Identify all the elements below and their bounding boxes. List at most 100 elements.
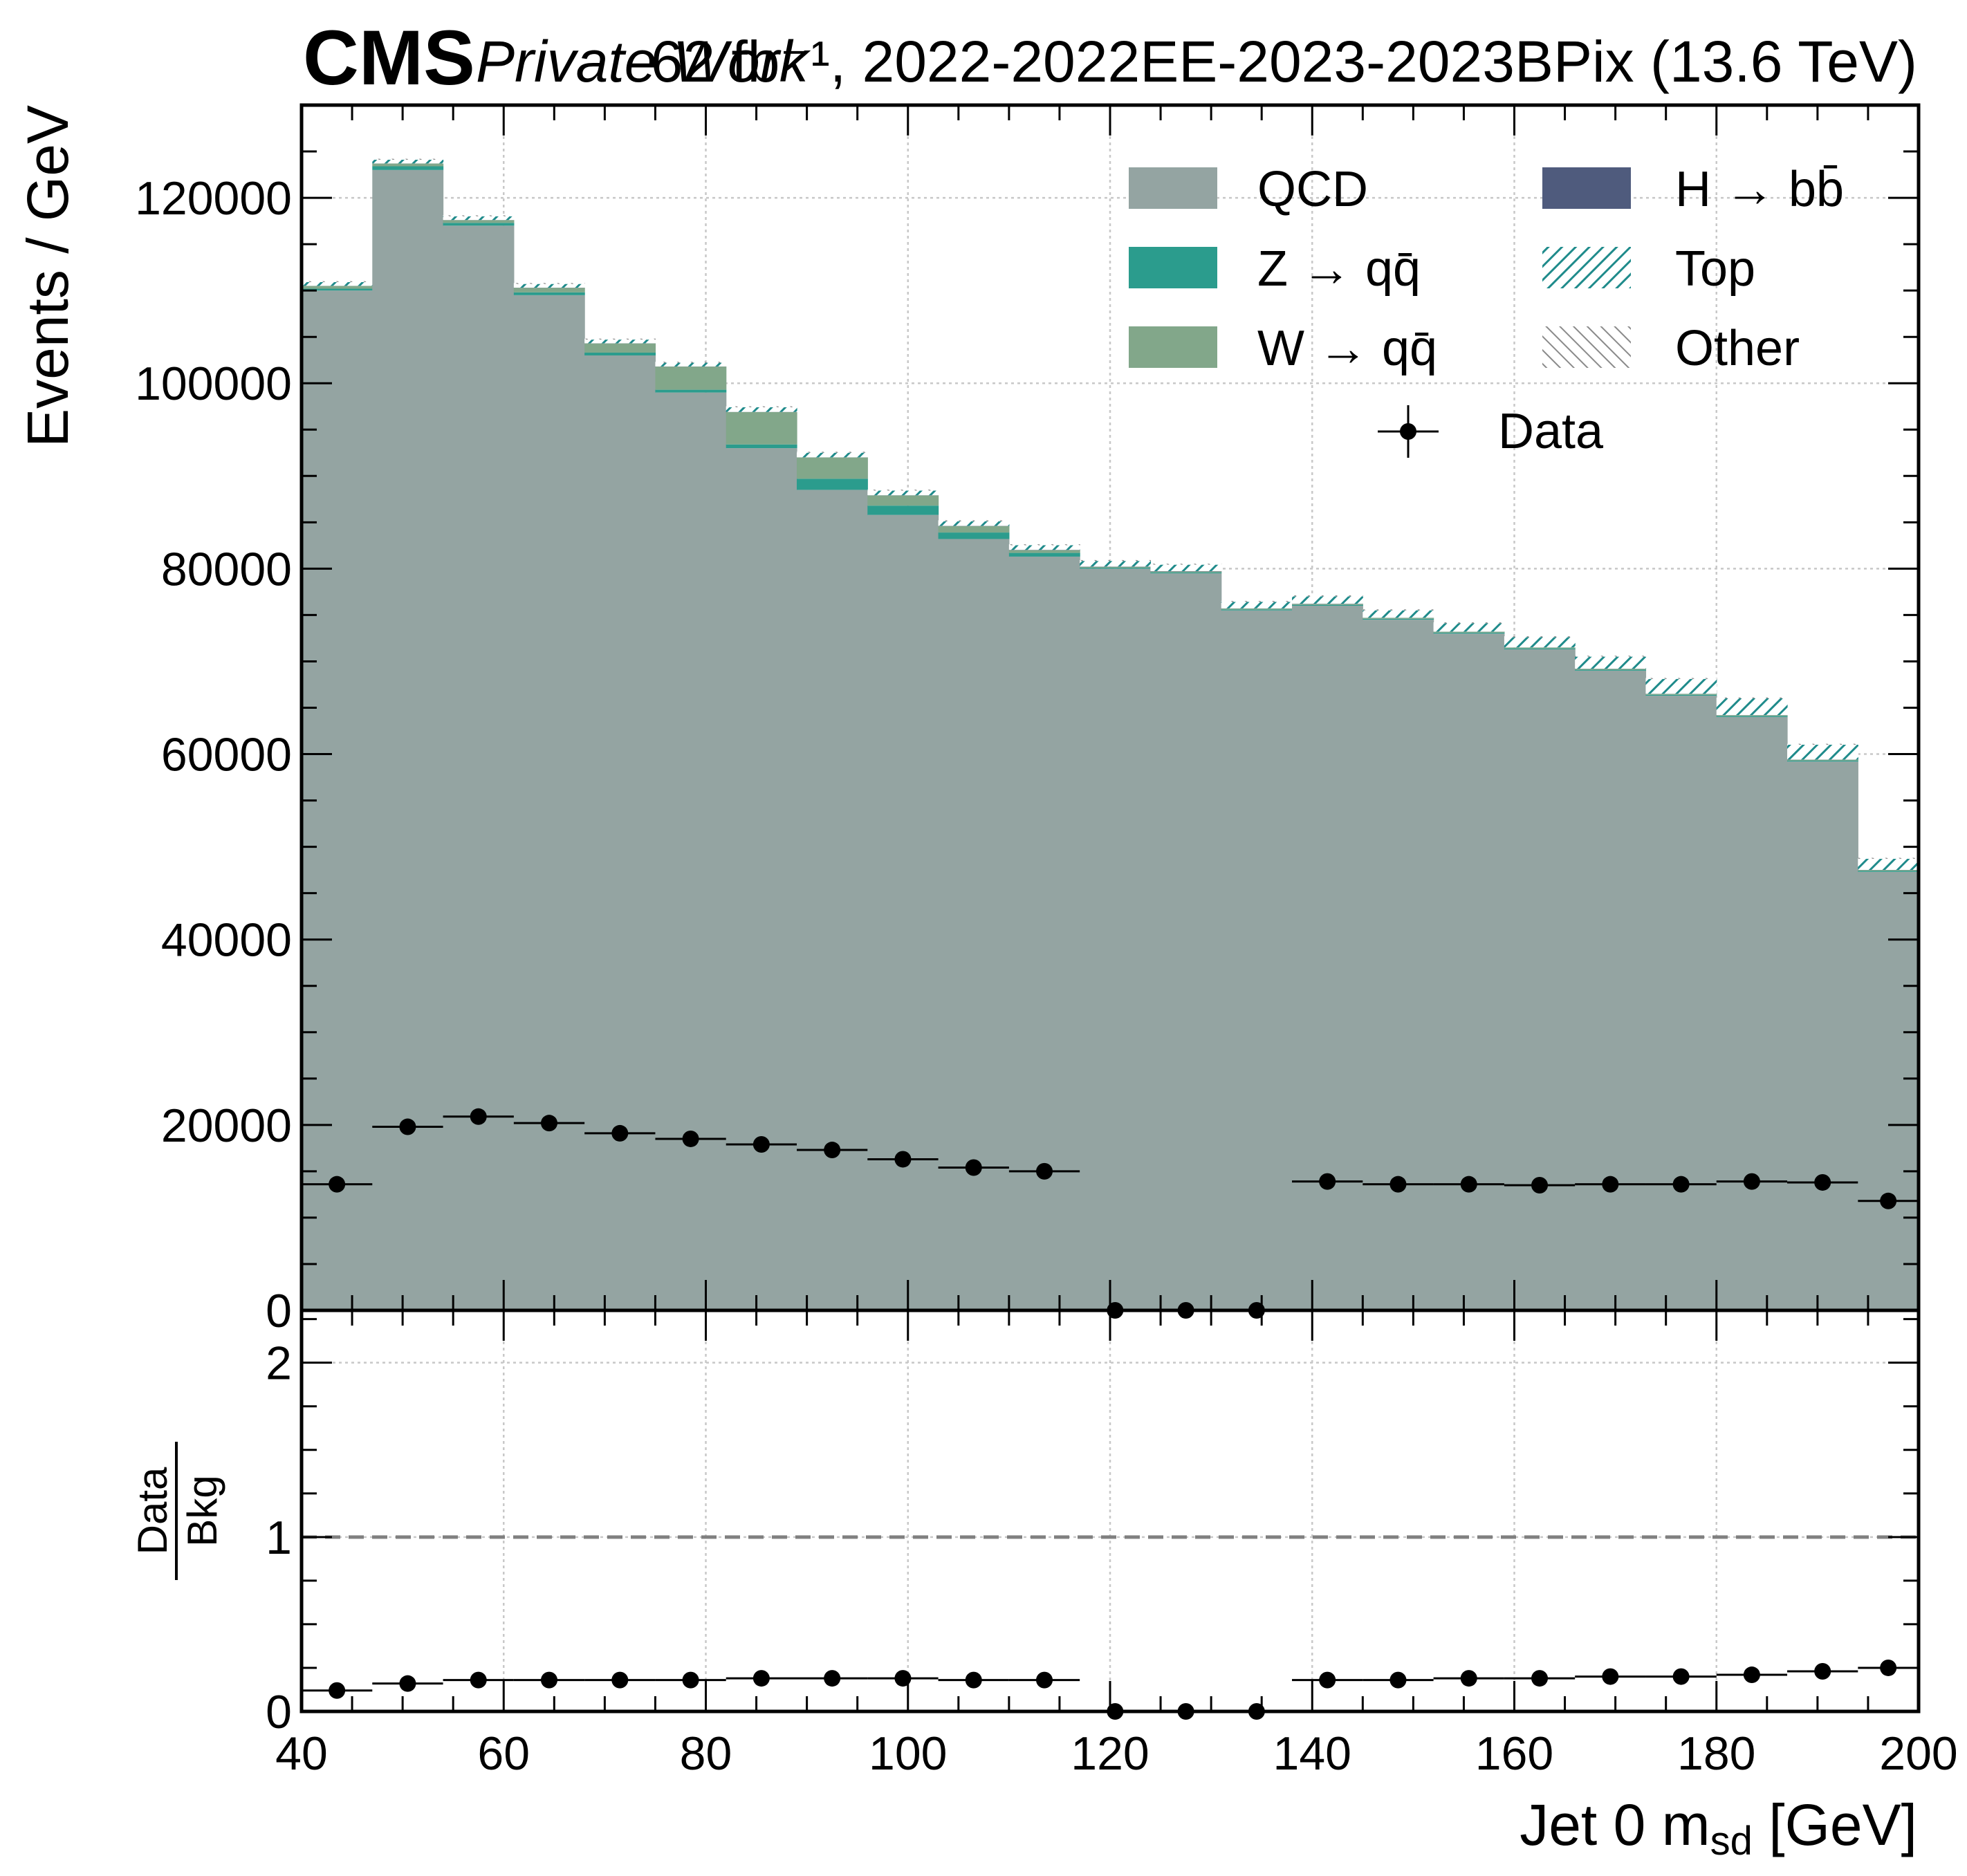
wqq-bar bbox=[1150, 571, 1222, 573]
x-tick-label: 140 bbox=[1273, 1727, 1351, 1780]
wqq-bar bbox=[797, 457, 868, 479]
qcd-bar bbox=[584, 355, 656, 1310]
legend-label-hbb: H → bb̄ bbox=[1675, 162, 1844, 217]
zqq-bar bbox=[655, 389, 727, 393]
top-bar bbox=[1787, 744, 1858, 760]
legend-label-qcd: QCD bbox=[1257, 162, 1368, 217]
legend-label-wqq: W → qq̄ bbox=[1257, 321, 1437, 376]
ratio-y-axis-title: Data Bkg bbox=[129, 1442, 225, 1580]
ratio-point bbox=[752, 1670, 770, 1687]
wqq-bar bbox=[867, 495, 939, 506]
qcd-bar bbox=[867, 514, 939, 1310]
wqq-bar bbox=[1008, 550, 1080, 553]
zqq-bar bbox=[726, 444, 797, 449]
ratio-point bbox=[329, 1682, 346, 1699]
zqq-bar bbox=[584, 352, 656, 356]
cms-label: CMS bbox=[303, 15, 475, 101]
wqq-bar bbox=[1716, 715, 1788, 716]
data-point bbox=[611, 1124, 629, 1142]
ratio-point bbox=[965, 1671, 982, 1689]
legend-swatch-other bbox=[1542, 326, 1631, 368]
wqq-bar bbox=[1080, 566, 1152, 568]
y-axis-title: Events / GeV bbox=[15, 105, 80, 447]
qcd-bar bbox=[1150, 573, 1222, 1310]
other-bar bbox=[1292, 595, 1363, 597]
wqq-bar bbox=[443, 220, 515, 223]
ratio-y-denominator: Bkg bbox=[179, 1475, 225, 1546]
main-y-tick-label: 100000 bbox=[135, 357, 292, 410]
zqq-bar bbox=[1008, 552, 1080, 557]
other-bar bbox=[584, 338, 656, 340]
data-point bbox=[752, 1136, 770, 1153]
qcd-bar bbox=[1716, 716, 1788, 1310]
ratio-point bbox=[1036, 1671, 1053, 1689]
legend-swatch-qcd bbox=[1129, 167, 1217, 209]
ratio-panel-frame bbox=[299, 1308, 1921, 1714]
qcd-bar bbox=[443, 225, 515, 1310]
ratio-y-tick-label: 0 bbox=[266, 1686, 292, 1738]
ratio-y-numerator: Data bbox=[129, 1467, 176, 1554]
data-point bbox=[1460, 1176, 1477, 1193]
top-bar bbox=[1292, 596, 1363, 604]
qcd-bar bbox=[1433, 633, 1505, 1310]
zqq-bar bbox=[1645, 694, 1717, 696]
data-point bbox=[329, 1176, 346, 1193]
other-bar bbox=[1008, 544, 1080, 546]
main-y-tick-label: 120000 bbox=[135, 172, 292, 225]
top-bar bbox=[1080, 561, 1152, 567]
main-y-tick-label: 20000 bbox=[161, 1099, 292, 1152]
zqq-bar bbox=[513, 292, 585, 295]
data-point bbox=[1672, 1176, 1690, 1193]
other-bar bbox=[938, 520, 1010, 521]
data-point bbox=[1036, 1162, 1053, 1180]
qcd-bar bbox=[726, 448, 797, 1310]
legend-swatch-hbb bbox=[1542, 167, 1631, 209]
zqq-bar bbox=[1716, 716, 1788, 717]
ratio-panel-grid bbox=[300, 1310, 1920, 1713]
data-point bbox=[1389, 1176, 1407, 1193]
other-bar bbox=[1363, 609, 1434, 611]
ratio-point bbox=[1672, 1668, 1690, 1685]
top-bar bbox=[726, 407, 797, 412]
x-tick-label: 40 bbox=[275, 1727, 328, 1780]
legend-swatch-wqq bbox=[1129, 326, 1217, 368]
wqq-bar bbox=[938, 526, 1010, 533]
top-bar bbox=[1575, 656, 1647, 669]
data-point bbox=[1814, 1173, 1831, 1191]
wqq-bar bbox=[1787, 759, 1858, 761]
other-bar bbox=[443, 215, 515, 216]
zqq-bar bbox=[867, 505, 939, 515]
top-bar bbox=[1433, 623, 1505, 632]
legend-label-top: Top bbox=[1675, 241, 1755, 297]
ratio-point bbox=[824, 1670, 841, 1687]
qcd-bar bbox=[1080, 568, 1152, 1310]
x-axis-title-unit: [GeV] bbox=[1753, 1792, 1917, 1857]
other-bar bbox=[1433, 622, 1505, 624]
top-bar bbox=[938, 521, 1010, 526]
data-point bbox=[824, 1142, 841, 1159]
data-point bbox=[399, 1118, 416, 1135]
qcd-bar bbox=[1504, 649, 1576, 1310]
data-point bbox=[1880, 1192, 1897, 1209]
data-point bbox=[1319, 1173, 1336, 1190]
qcd-bar bbox=[1575, 670, 1647, 1310]
top-bar bbox=[513, 284, 585, 288]
x-axis-title-subscript: sd bbox=[1710, 1819, 1753, 1864]
x-tick-label: 100 bbox=[869, 1727, 947, 1780]
data-point bbox=[1602, 1176, 1619, 1193]
legend-label-zqq: Z → qq̄ bbox=[1257, 241, 1421, 297]
qcd-bar bbox=[372, 169, 444, 1310]
luminosity-label: 62 fb⁻¹, 2022-2022EE-2023-2023BPix (13.6… bbox=[651, 29, 1917, 94]
ratio-point bbox=[611, 1671, 629, 1689]
x-tick-label: 160 bbox=[1475, 1727, 1553, 1780]
top-bar bbox=[867, 490, 939, 496]
data-point bbox=[1531, 1176, 1549, 1194]
wqq-bar bbox=[513, 288, 585, 292]
ratio-point bbox=[682, 1671, 699, 1689]
ratio-point bbox=[1814, 1663, 1831, 1680]
zqq-bar bbox=[1221, 609, 1293, 611]
ratio-point bbox=[1602, 1668, 1619, 1685]
ratio-y-tick-label: 1 bbox=[266, 1512, 292, 1564]
ratio-point bbox=[1743, 1666, 1760, 1684]
